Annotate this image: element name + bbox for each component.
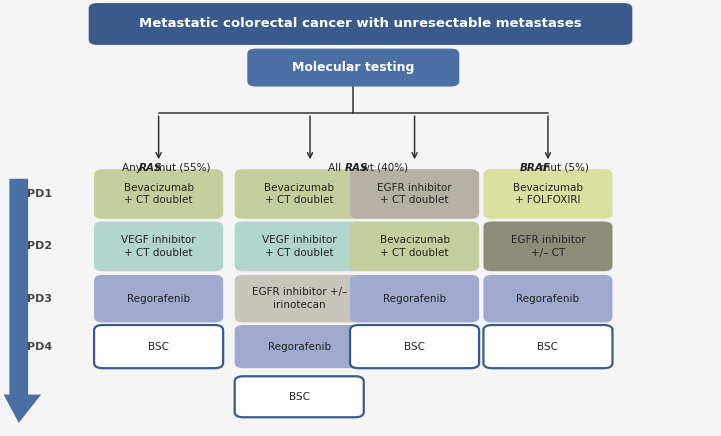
FancyBboxPatch shape — [483, 221, 612, 271]
Text: PD1: PD1 — [27, 189, 52, 199]
FancyBboxPatch shape — [350, 275, 479, 323]
Text: BSC: BSC — [148, 342, 169, 351]
Text: Metastatic colorectal cancer with unresectable metastases: Metastatic colorectal cancer with unrese… — [139, 17, 582, 31]
FancyBboxPatch shape — [234, 325, 363, 368]
Text: RAS: RAS — [345, 163, 368, 173]
FancyBboxPatch shape — [350, 221, 479, 271]
Text: Molecular testing: Molecular testing — [292, 61, 415, 74]
Text: PD2: PD2 — [27, 242, 52, 251]
Text: RAS: RAS — [139, 163, 163, 173]
FancyBboxPatch shape — [483, 169, 612, 219]
FancyBboxPatch shape — [94, 275, 224, 323]
Text: BSC: BSC — [288, 392, 310, 402]
Text: VEGF inhibitor
+ CT doublet: VEGF inhibitor + CT doublet — [121, 235, 196, 258]
Text: Bevacizumab
+ CT doublet: Bevacizumab + CT doublet — [379, 235, 450, 258]
Text: EGFR inhibitor
+/– CT: EGFR inhibitor +/– CT — [510, 235, 585, 258]
FancyBboxPatch shape — [89, 3, 632, 45]
FancyBboxPatch shape — [247, 49, 459, 86]
Text: mut (5%): mut (5%) — [537, 163, 589, 173]
Text: VEGF inhibitor
+ CT doublet: VEGF inhibitor + CT doublet — [262, 235, 337, 258]
Text: mut (55%): mut (55%) — [152, 163, 211, 173]
Text: BSC: BSC — [404, 342, 425, 351]
Text: BRAF: BRAF — [520, 163, 551, 173]
FancyBboxPatch shape — [94, 221, 224, 271]
Text: Bevacizumab
+ FOLFOXIRI: Bevacizumab + FOLFOXIRI — [513, 183, 583, 205]
Text: Regorafenib: Regorafenib — [383, 294, 446, 303]
FancyBboxPatch shape — [234, 275, 363, 323]
Text: Any: Any — [122, 163, 145, 173]
FancyBboxPatch shape — [483, 325, 612, 368]
Text: Regorafenib: Regorafenib — [267, 342, 331, 351]
FancyBboxPatch shape — [94, 169, 224, 219]
Text: Regorafenib: Regorafenib — [516, 294, 580, 303]
Text: EGFR inhibitor
+ CT doublet: EGFR inhibitor + CT doublet — [377, 183, 452, 205]
Text: Bevacizumab
+ CT doublet: Bevacizumab + CT doublet — [264, 183, 335, 205]
Text: Regorafenib: Regorafenib — [127, 294, 190, 303]
FancyBboxPatch shape — [350, 325, 479, 368]
FancyBboxPatch shape — [234, 169, 363, 219]
FancyBboxPatch shape — [483, 275, 612, 323]
FancyBboxPatch shape — [234, 376, 363, 417]
Text: PD3: PD3 — [27, 294, 52, 303]
FancyBboxPatch shape — [94, 325, 224, 368]
FancyBboxPatch shape — [350, 169, 479, 219]
Text: wt (40%): wt (40%) — [358, 163, 408, 173]
Text: EGFR inhibitor +/–
irinotecan: EGFR inhibitor +/– irinotecan — [252, 287, 347, 310]
FancyBboxPatch shape — [234, 221, 363, 271]
Text: Bevacizumab
+ CT doublet: Bevacizumab + CT doublet — [123, 183, 194, 205]
Text: All: All — [327, 163, 344, 173]
Text: BSC: BSC — [537, 342, 559, 351]
Text: PD4: PD4 — [27, 342, 53, 351]
Polygon shape — [4, 179, 41, 423]
